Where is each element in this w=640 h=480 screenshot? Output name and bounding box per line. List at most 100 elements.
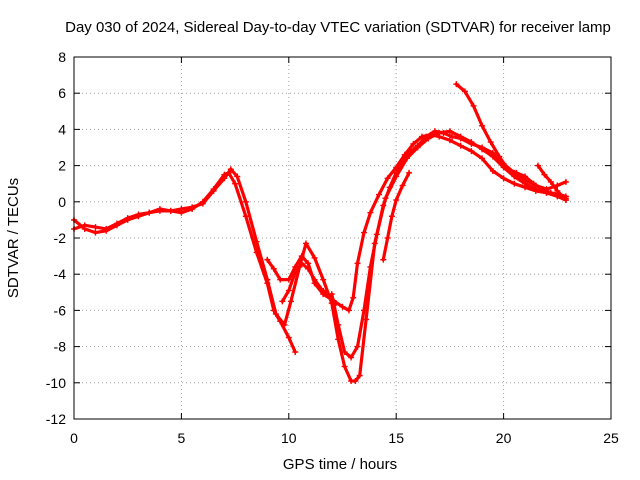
data-point <box>199 200 206 207</box>
data-point <box>534 162 541 169</box>
x-axis-label: GPS time / hours <box>283 456 397 473</box>
data-point <box>457 142 464 149</box>
data-point <box>320 276 327 283</box>
data-point <box>339 303 346 310</box>
data-point <box>436 133 443 140</box>
data-point <box>292 349 299 356</box>
data-point <box>234 173 241 180</box>
data-point <box>380 256 387 263</box>
data-point <box>285 287 292 294</box>
data-point <box>324 291 331 298</box>
data-point <box>532 187 539 194</box>
data-point <box>562 196 569 203</box>
data-point <box>227 166 234 173</box>
data-point <box>356 372 363 379</box>
data-point <box>406 169 413 176</box>
data-point <box>242 198 249 205</box>
data-point <box>221 175 228 182</box>
y-tick-label: -10 <box>46 375 66 391</box>
data-point <box>333 300 340 307</box>
data-point <box>522 184 529 191</box>
data-point <box>279 298 286 305</box>
data-point <box>393 196 400 203</box>
data-point <box>92 229 99 236</box>
data-point <box>277 276 284 283</box>
data-point <box>384 235 391 241</box>
data-point <box>242 213 249 220</box>
data-point <box>363 316 370 323</box>
data-point <box>341 349 348 356</box>
grid-lines <box>74 57 611 419</box>
series-track-3 <box>265 133 568 312</box>
x-tick-label: 20 <box>496 430 512 446</box>
y-tick-label: 8 <box>58 49 66 65</box>
data-point <box>367 209 374 216</box>
data-point <box>350 294 357 301</box>
data-point <box>253 238 260 245</box>
data-point <box>496 153 503 160</box>
data-point <box>178 206 185 213</box>
y-tick-label: 0 <box>58 194 66 210</box>
data-point <box>547 189 554 196</box>
y-tick-label: 4 <box>58 121 66 137</box>
data-point <box>393 169 400 176</box>
axis-ticks: 0 5 10 15 20 25 -12 -10 -8 -6 -4 -2 0 2 4 6 8 <box>46 49 619 446</box>
data-point <box>167 207 174 214</box>
data-point <box>318 285 325 292</box>
data-point <box>264 256 271 263</box>
data-point <box>530 180 537 187</box>
data-point <box>440 130 447 137</box>
data-point <box>305 260 312 267</box>
data-point <box>360 229 367 236</box>
data-point <box>113 220 120 227</box>
data-point <box>449 133 456 140</box>
data-point <box>311 276 318 283</box>
data-point <box>360 307 367 314</box>
data-point <box>341 363 348 370</box>
data-point <box>431 128 438 135</box>
y-tick-label: -8 <box>54 339 67 355</box>
data-point <box>479 122 486 129</box>
data-point <box>281 321 288 328</box>
y-tick-label: -4 <box>54 266 67 282</box>
x-tick-label: 15 <box>388 430 404 446</box>
data-point <box>384 175 391 182</box>
data-point <box>388 213 395 220</box>
data-point <box>386 184 393 191</box>
data-point <box>287 298 294 305</box>
data-point <box>489 149 496 156</box>
data-point <box>298 260 305 267</box>
data-point <box>522 173 529 180</box>
data-point <box>410 140 417 147</box>
data-point <box>302 240 309 247</box>
data-point <box>453 81 460 88</box>
data-point <box>457 135 464 142</box>
data-point <box>373 231 380 238</box>
series-track-6 <box>381 171 411 262</box>
data-point <box>461 88 468 95</box>
data-point <box>189 204 196 211</box>
data-point <box>272 311 279 318</box>
x-tick-label: 0 <box>70 430 78 446</box>
data-point <box>399 182 406 189</box>
data-point <box>406 149 413 156</box>
data-point <box>348 354 355 361</box>
data-point <box>446 137 453 144</box>
data-series <box>71 81 569 384</box>
data-point <box>554 187 561 194</box>
data-point <box>380 202 387 209</box>
data-point <box>285 334 292 341</box>
data-point <box>376 191 383 198</box>
data-point <box>285 276 292 283</box>
data-point <box>210 187 217 194</box>
y-tick-label: -12 <box>46 411 66 427</box>
data-point <box>513 169 520 176</box>
data-point <box>135 211 142 218</box>
data-point <box>335 321 342 328</box>
data-point <box>298 253 305 260</box>
data-point <box>367 263 374 270</box>
y-tick-label: -6 <box>54 302 67 318</box>
data-point <box>423 133 430 140</box>
data-point <box>311 254 318 261</box>
